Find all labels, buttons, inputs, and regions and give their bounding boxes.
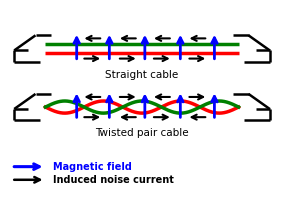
Text: Straight cable: Straight cable xyxy=(105,70,179,80)
Text: Magnetic field: Magnetic field xyxy=(53,162,131,172)
Text: Twisted pair cable: Twisted pair cable xyxy=(95,128,189,138)
Text: Induced noise current: Induced noise current xyxy=(53,175,174,185)
